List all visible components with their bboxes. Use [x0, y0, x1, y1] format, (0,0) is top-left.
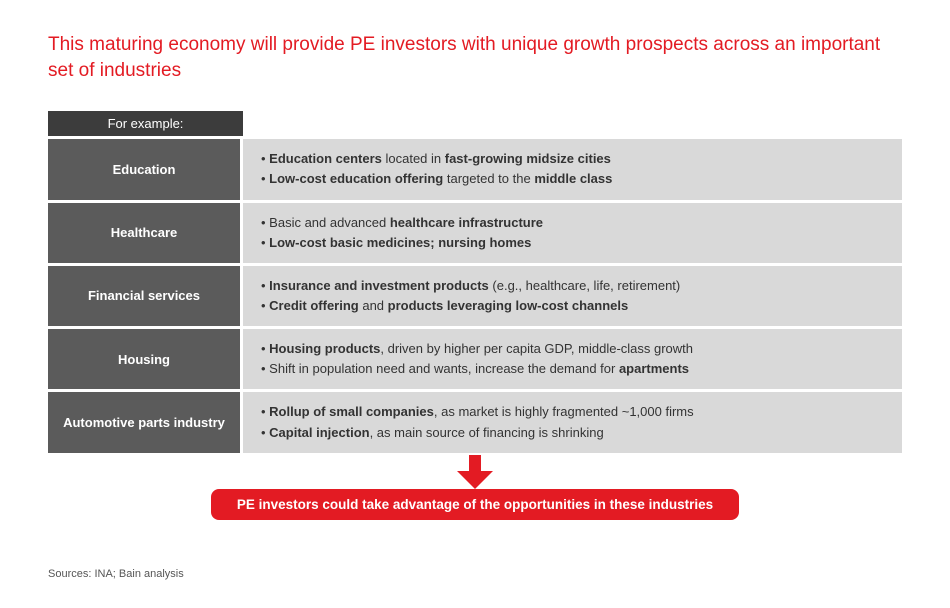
table-row: Healthcare • Basic and advanced healthcar… — [48, 203, 902, 263]
row-content: • Insurance and investment products (e.g… — [243, 266, 902, 326]
table-header-row: For example: — [48, 111, 902, 136]
row-label: Automotive parts industry — [48, 392, 243, 452]
bullet-line: • Basic and advanced healthcare infrastr… — [261, 213, 884, 233]
table-row: Financial services • Insurance and invest… — [48, 266, 902, 326]
bullet-line: • Insurance and investment products (e.g… — [261, 276, 884, 296]
arrow-down-icon — [453, 455, 497, 489]
row-label: Financial services — [48, 266, 243, 326]
row-content: • Basic and advanced healthcare infrastr… — [243, 203, 902, 263]
bullet-line: • Housing products, driven by higher per… — [261, 339, 884, 359]
row-label: Housing — [48, 329, 243, 389]
table-row: Housing • Housing products, driven by hig… — [48, 329, 902, 389]
callout-pill: PE investors could take advantage of the… — [211, 489, 739, 520]
bullet-line: • Credit offering and products leveragin… — [261, 296, 884, 316]
bullet-line: • Education centers located in fast-grow… — [261, 149, 884, 169]
row-content: • Education centers located in fast-grow… — [243, 139, 902, 199]
table-row: Education • Education centers located in … — [48, 139, 902, 199]
arrow-down-container — [48, 455, 902, 489]
row-label: Education — [48, 139, 243, 199]
table-header-label: For example: — [48, 111, 243, 136]
row-content: • Housing products, driven by higher per… — [243, 329, 902, 389]
bullet-line: • Low-cost education offering targeted t… — [261, 169, 884, 189]
bullet-line: • Shift in population need and wants, in… — [261, 359, 884, 379]
bullet-line: • Rollup of small companies, as market i… — [261, 402, 884, 422]
bullet-line: • Low-cost basic medicines; nursing home… — [261, 233, 884, 253]
industries-table: For example: Education • Education center… — [48, 111, 902, 452]
table-row: Automotive parts industry • Rollup of sma… — [48, 392, 902, 452]
page-title: This maturing economy will provide PE in… — [48, 32, 902, 83]
bullet-line: • Capital injection, as main source of f… — [261, 423, 884, 443]
row-content: • Rollup of small companies, as market i… — [243, 392, 902, 452]
callout-container: PE investors could take advantage of the… — [48, 489, 902, 520]
row-label: Healthcare — [48, 203, 243, 263]
sources-text: Sources: INA; Bain analysis — [48, 568, 184, 580]
